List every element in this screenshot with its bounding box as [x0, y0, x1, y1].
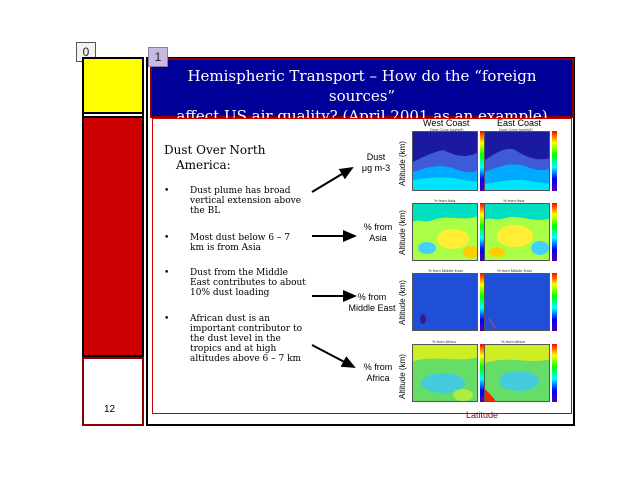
- colorbar: [480, 203, 485, 261]
- y-axis-label: Altitude (km): [398, 141, 407, 186]
- panel-asia-east: [484, 203, 550, 261]
- marker-1: 1: [148, 47, 168, 67]
- panel-middle-east-east: [484, 273, 550, 331]
- colorbar: [480, 273, 485, 331]
- column-title-east: East Coast: [497, 118, 542, 128]
- colorbar: [480, 131, 485, 191]
- panel-title: % from Asia: [434, 198, 456, 203]
- left-red-block: [82, 116, 144, 357]
- bullet-text: Dust plume has broad vertical extension …: [190, 186, 302, 216]
- x-axis-label: Latitude: [466, 410, 499, 420]
- page-number: 12: [104, 404, 116, 415]
- bullet-dot: •: [164, 186, 170, 196]
- colorbar: [552, 344, 557, 402]
- colorbar: [480, 344, 485, 402]
- y-axis-label: Altitude (km): [398, 210, 407, 255]
- section-heading: Dust Over North America:: [164, 143, 284, 173]
- row-label-line: Dust: [366, 152, 386, 162]
- panel-dust-east: [484, 131, 550, 191]
- title-line-1: Hemispheric Transport – How do the “fore…: [187, 67, 537, 105]
- row-label-dust: Dust μg m-3: [356, 152, 396, 174]
- panel-title: % from Asia: [503, 198, 525, 203]
- panel-africa-east: [484, 344, 550, 402]
- row-label-line: Africa: [366, 373, 390, 383]
- arrow-4: [311, 344, 356, 368]
- panel-title: % from Africa: [501, 339, 525, 344]
- row-label-line: % from: [363, 362, 393, 372]
- bullet-text: Most dust below 6 – 7 km is from Asia: [190, 233, 291, 253]
- colorbar: [552, 273, 557, 331]
- panel-asia-west: [412, 203, 478, 261]
- y-axis-label: Altitude (km): [398, 354, 407, 399]
- row-label-line: μg m-3: [361, 163, 391, 173]
- heading-line-1: Dust Over North: [164, 143, 266, 157]
- bullet-dot: •: [164, 314, 170, 324]
- colorbar: [552, 131, 557, 191]
- panel-title: % from Middle East: [497, 268, 532, 273]
- panel-middle-east-west: [412, 273, 478, 331]
- left-yellow-block: [82, 57, 144, 114]
- row-label-line: % from: [357, 292, 387, 302]
- left-white-block: [82, 357, 144, 426]
- arrow-1: [311, 166, 354, 193]
- title-bar: Hemispheric Transport – How do the “fore…: [150, 58, 574, 125]
- panel-africa-west: [412, 344, 478, 402]
- column-title-west: West Coast: [423, 118, 470, 128]
- panel-title: % from Africa: [432, 339, 456, 344]
- panel-title: Dust Conc (ug/m3): [499, 127, 533, 132]
- colorbar: [552, 203, 557, 261]
- row-label-asia: % from Asia: [356, 222, 400, 244]
- heading-line-2: America:: [176, 158, 231, 172]
- row-label-africa: % from Africa: [358, 362, 398, 384]
- row-label-line: % from: [363, 222, 393, 232]
- content-frame: [152, 118, 572, 414]
- bullet-text: Dust from the Middle East contributes to…: [190, 268, 306, 298]
- row-label-line: Middle East: [348, 303, 396, 313]
- panel-title: % from Middle East: [428, 268, 463, 273]
- bullet-text: African dust is an important contributor…: [190, 314, 302, 364]
- row-label-middle-east: % from Middle East: [346, 292, 398, 314]
- bullet-dot: •: [164, 268, 170, 278]
- panel-title: Dust Conc (ug/m3): [430, 127, 464, 132]
- bullet-dot: •: [164, 233, 170, 243]
- y-axis-label: Altitude (km): [398, 280, 407, 325]
- panel-dust-west: [412, 131, 478, 191]
- slide-title: Hemispheric Transport – How do the “fore…: [152, 66, 572, 126]
- row-label-line: Asia: [369, 233, 387, 243]
- title-line-2: affect US air quality? (April 2001 as an…: [176, 107, 548, 125]
